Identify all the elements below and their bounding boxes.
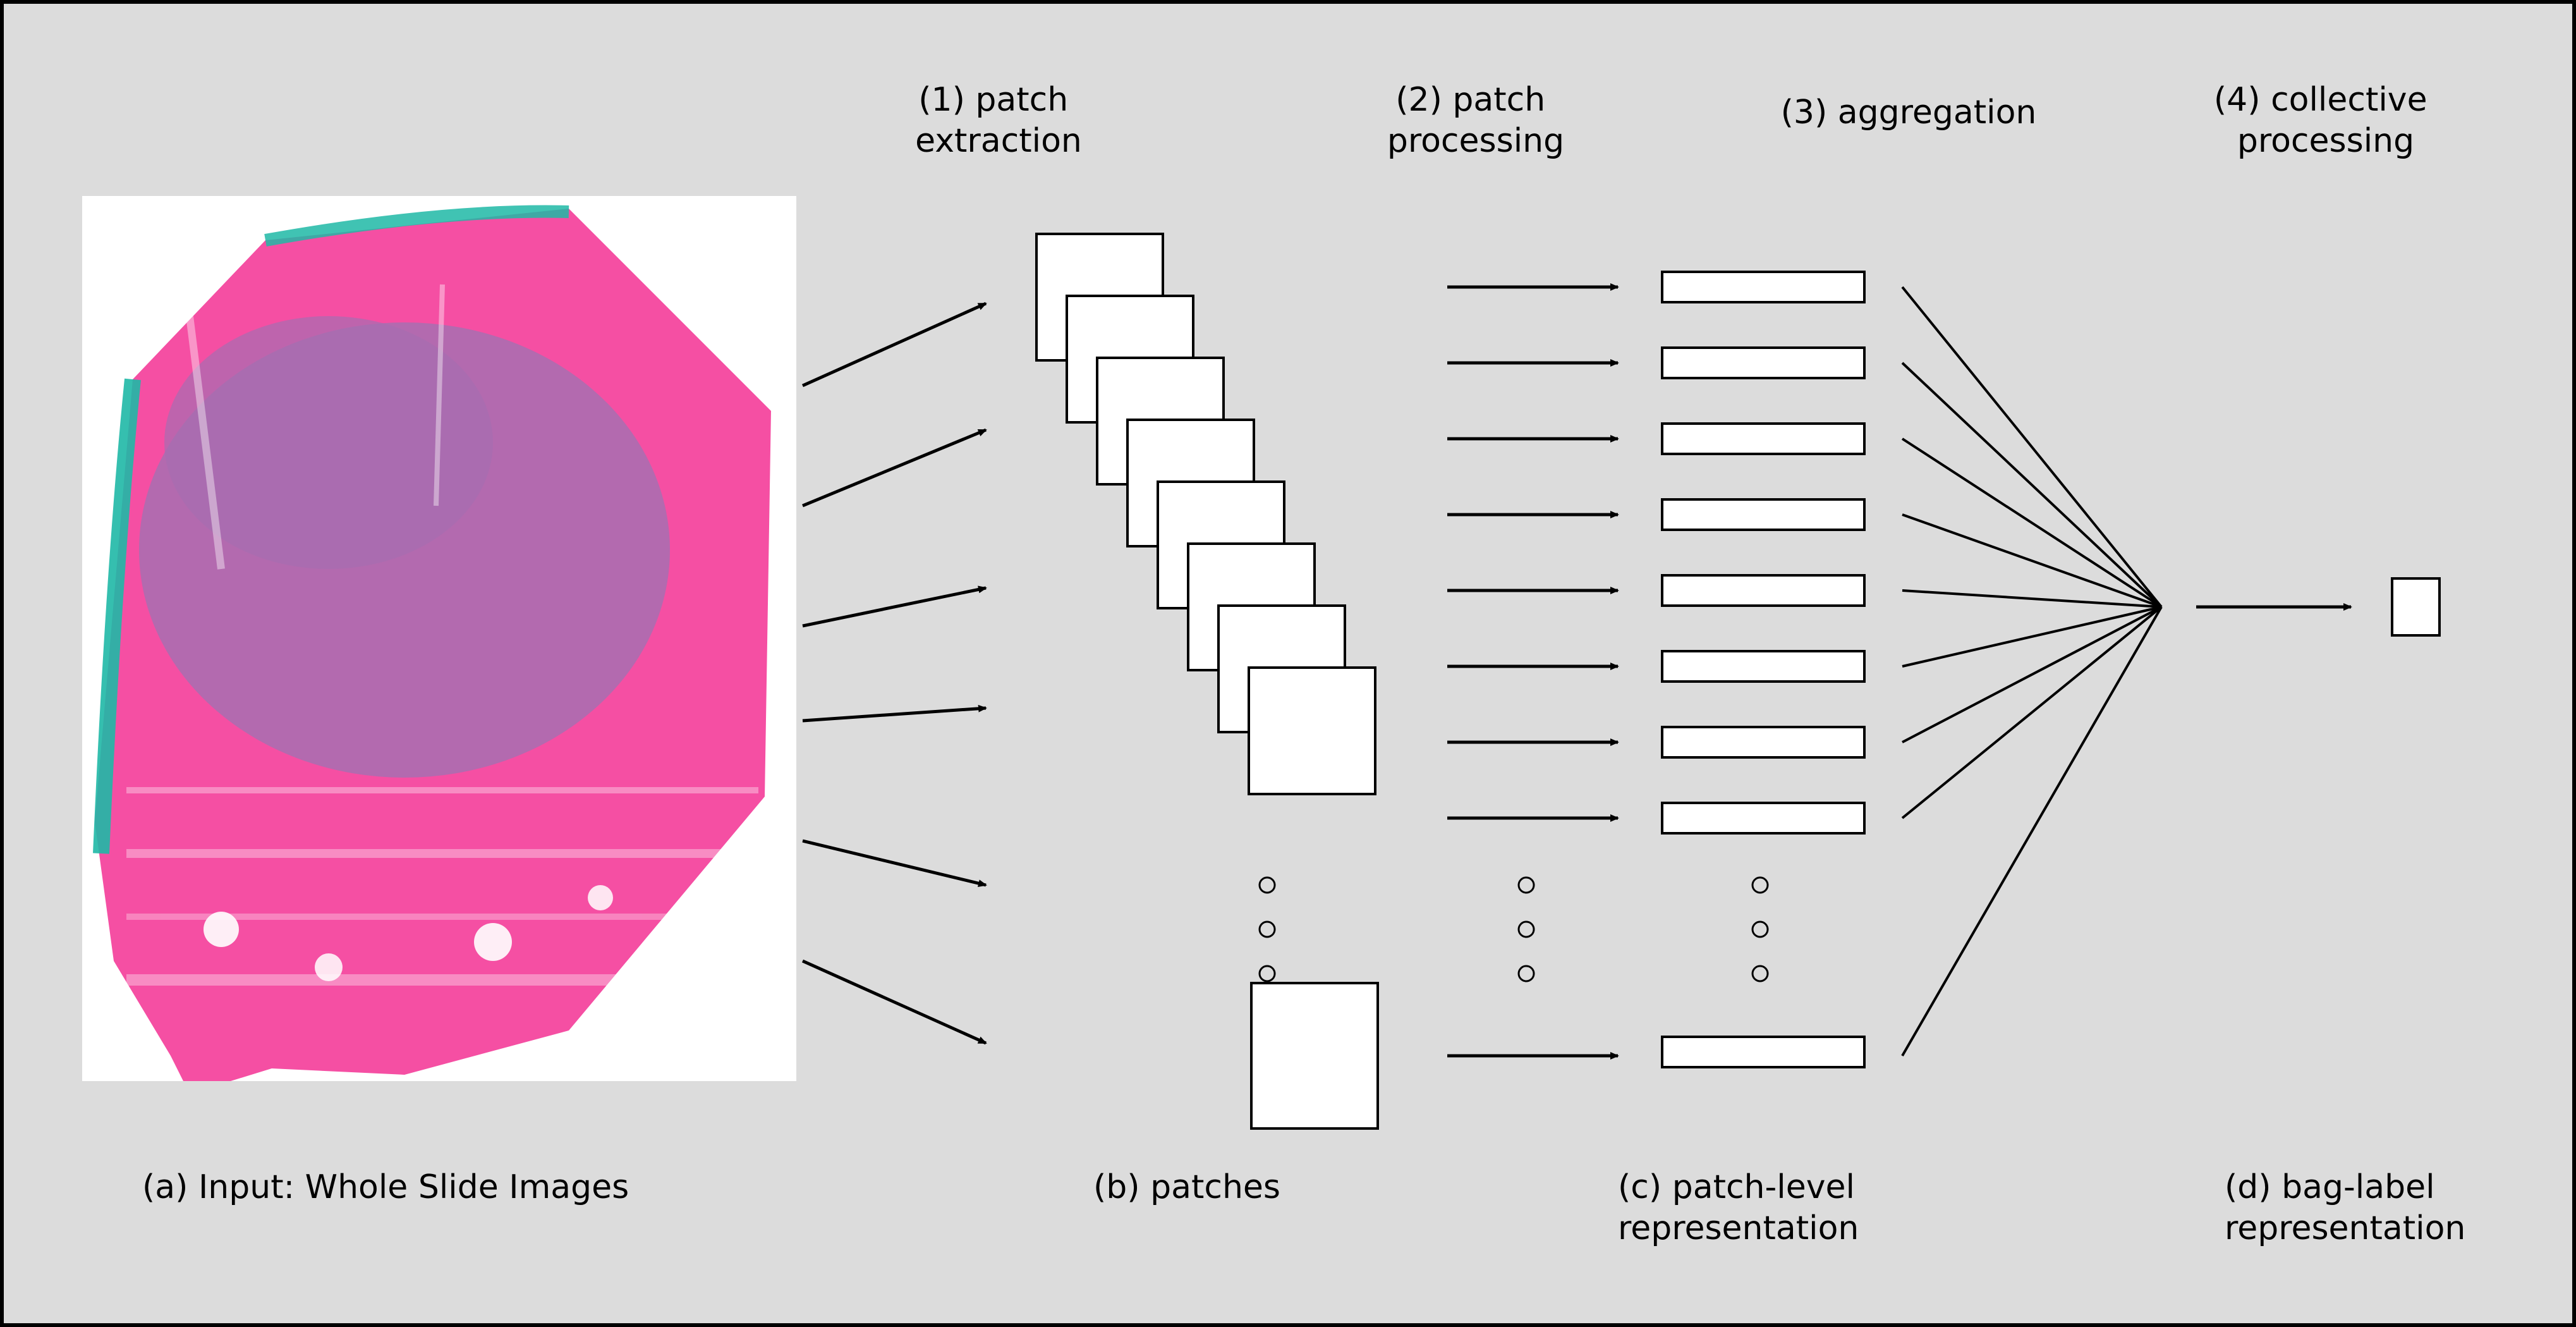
feature-bar: [1662, 348, 1864, 378]
feature-bar: [1662, 499, 1864, 530]
patch-square-last: [1251, 983, 1378, 1128]
feature-bar: [1662, 803, 1864, 833]
patch-square: [1249, 668, 1375, 794]
feature-bar: [1662, 575, 1864, 606]
diagram-svg: (1) patch extraction (2) patch processin…: [0, 0, 2576, 1327]
output-box: [2392, 578, 2439, 635]
wsi-image: [82, 196, 796, 1081]
label-a: (a) Input: Whole Slide Images: [142, 1168, 629, 1206]
feature-bar: [1662, 727, 1864, 757]
label-b: (b) patches: [1093, 1168, 1280, 1206]
diagram-canvas: (1) patch extraction (2) patch processin…: [0, 0, 2576, 1327]
feature-bar: [1662, 1037, 1864, 1067]
feature-bar: [1662, 272, 1864, 302]
feature-bar: [1662, 424, 1864, 454]
label-step3: (3) aggregation: [1781, 94, 2037, 131]
feature-bar: [1662, 651, 1864, 682]
